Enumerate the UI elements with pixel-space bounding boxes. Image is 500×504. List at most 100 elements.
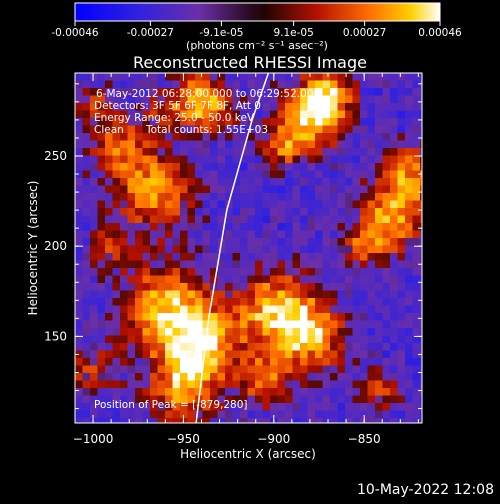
heatmap-cell	[195, 410, 204, 419]
heatmap-cell	[150, 328, 159, 337]
heatmap-cell	[397, 88, 406, 97]
heatmap-cell	[120, 388, 129, 397]
heatmap-cell	[240, 253, 249, 262]
heatmap-cell	[112, 343, 121, 352]
heatmap-cell	[180, 275, 189, 284]
heatmap-cell	[412, 268, 421, 277]
heatmap-cell	[165, 380, 174, 389]
heatmap-cell	[360, 163, 369, 172]
heatmap-cell	[135, 230, 144, 239]
heatmap-cell	[255, 358, 264, 367]
heatmap-cell	[345, 200, 354, 209]
heatmap-cell	[172, 170, 181, 179]
heatmap-cell	[337, 200, 346, 209]
heatmap-cell	[337, 275, 346, 284]
heatmap-cell	[157, 373, 166, 382]
heatmap-cell	[112, 155, 121, 164]
heatmap-cell	[240, 305, 249, 314]
heatmap-cell	[187, 418, 196, 423]
heatmap-cell	[307, 305, 316, 314]
heatmap-cell	[112, 305, 121, 314]
heatmap-cell	[135, 395, 144, 404]
heatmap-cell	[172, 275, 181, 284]
heatmap-cell	[202, 313, 211, 322]
heatmap-cell	[180, 230, 189, 239]
heatmap-cell	[262, 163, 271, 172]
heatmap-cell	[120, 200, 129, 209]
heatmap-cell	[157, 155, 166, 164]
heatmap-cell	[397, 95, 406, 104]
heatmap-cell	[240, 223, 249, 232]
heatmap-cell	[90, 110, 99, 119]
heatmap-cell	[120, 343, 129, 352]
heatmap-cell	[330, 350, 339, 359]
heatmap-cell	[127, 395, 136, 404]
heatmap-cell	[247, 88, 256, 97]
heatmap-cell	[367, 373, 376, 382]
heatmap-cell	[180, 298, 189, 307]
heatmap-cell	[187, 223, 196, 232]
heatmap-cell	[232, 305, 241, 314]
heatmap-cell	[165, 170, 174, 179]
heatmap-cell	[255, 148, 264, 157]
heatmap-cell	[405, 215, 414, 224]
heatmap-cell	[195, 260, 204, 269]
heatmap-cell	[285, 95, 294, 104]
heatmap-cell	[300, 388, 309, 397]
heatmap-cell	[142, 253, 151, 262]
heatmap-cell	[285, 283, 294, 292]
heatmap-cell	[337, 343, 346, 352]
heatmap-cell	[210, 103, 219, 112]
heatmap-cell	[165, 343, 174, 352]
heatmap-cell	[225, 403, 234, 412]
heatmap-cell	[202, 395, 211, 404]
heatmap-cell	[307, 403, 316, 412]
heatmap-cell	[90, 193, 99, 202]
heatmap-cell	[390, 290, 399, 299]
heatmap-cell	[322, 380, 331, 389]
heatmap-cell	[120, 313, 129, 322]
heatmap-cell	[315, 148, 324, 157]
y-tick-label: 200	[44, 239, 67, 253]
heatmap-cell	[247, 223, 256, 232]
heatmap-cell	[180, 245, 189, 254]
heatmap-cell	[420, 298, 422, 307]
heatmap-cell	[180, 95, 189, 104]
y-tick-label: 250	[44, 149, 67, 163]
heatmap-cell	[127, 298, 136, 307]
heatmap-cell	[202, 223, 211, 232]
heatmap-cell	[255, 80, 264, 89]
heatmap-cell	[187, 185, 196, 194]
heatmap-cell	[75, 80, 84, 89]
heatmap-cell	[397, 215, 406, 224]
heatmap-cell	[360, 410, 369, 419]
heatmap-cell	[270, 313, 279, 322]
heatmap-cell	[375, 313, 384, 322]
heatmap-cell	[210, 395, 219, 404]
heatmap-cell	[337, 358, 346, 367]
heatmap-cell	[292, 320, 301, 329]
heatmap-cell	[232, 403, 241, 412]
heatmap-cell	[135, 193, 144, 202]
heatmap-cell	[225, 373, 234, 382]
heatmap-cell	[262, 350, 271, 359]
heatmap-cell	[232, 125, 241, 134]
heatmap-cell	[322, 298, 331, 307]
heatmap-cell	[285, 200, 294, 209]
heatmap-cell	[127, 275, 136, 284]
heatmap-cell	[382, 95, 391, 104]
heatmap-cell	[172, 373, 181, 382]
heatmap-cell	[412, 380, 421, 389]
heatmap-cell	[150, 298, 159, 307]
heatmap-cell	[232, 418, 241, 423]
heatmap-cell	[330, 343, 339, 352]
heatmap-cell	[75, 185, 84, 194]
heatmap-cell	[240, 230, 249, 239]
heatmap-cell	[217, 155, 226, 164]
heatmap-cell	[352, 290, 361, 299]
heatmap-cell	[165, 275, 174, 284]
heatmap-cell	[135, 298, 144, 307]
heatmap-cell	[382, 73, 391, 82]
heatmap-cell	[202, 373, 211, 382]
heatmap-cell	[225, 238, 234, 247]
